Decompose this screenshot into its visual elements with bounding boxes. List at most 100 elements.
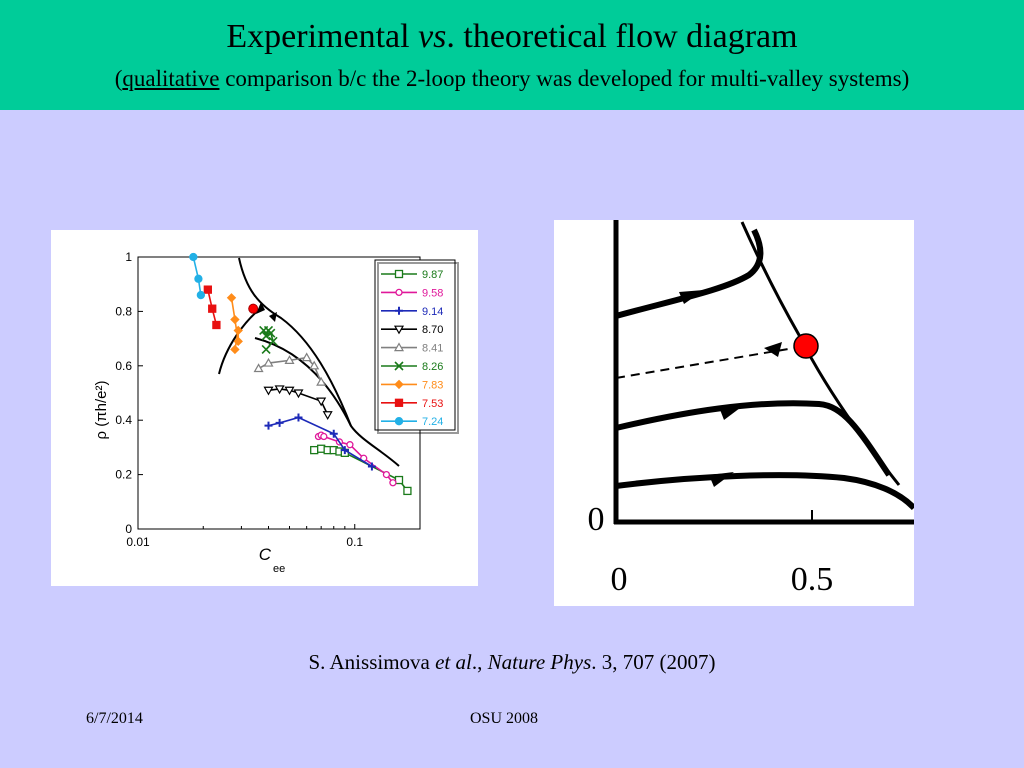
flow-arrowhead — [719, 405, 744, 420]
slide-subtitle: (qualitative comparison b/c the 2-loop t… — [0, 66, 1024, 92]
data-point — [322, 411, 333, 420]
data-point — [230, 344, 240, 355]
data-point — [268, 336, 278, 346]
theory-flow-diagram: 0 0 0.5 — [554, 220, 917, 606]
data-point — [233, 336, 243, 347]
data-point — [230, 314, 240, 325]
data-point — [266, 328, 276, 338]
y-tick-label: 1 — [125, 250, 132, 264]
citation: S. Anissimova et al., Nature Phys. 3, 70… — [0, 650, 1024, 675]
legend-label: 7.83 — [422, 379, 443, 391]
flow-curve — [238, 257, 352, 427]
legend-label: 7.53 — [422, 398, 443, 410]
citation-journal: Nature Phys — [487, 650, 592, 674]
data-point — [274, 385, 285, 395]
data-point — [346, 441, 354, 449]
title-text-end: . theoretical flow diagram — [446, 18, 798, 55]
data-point — [367, 462, 376, 471]
y-tick-label: 0 — [125, 522, 132, 536]
data-point — [389, 479, 397, 487]
subtitle-paren: ( — [114, 66, 123, 91]
x-axis-label-sub: ee — [273, 563, 285, 575]
data-point — [393, 325, 405, 335]
data-point — [320, 432, 328, 441]
data-point — [394, 269, 404, 279]
data-point — [261, 331, 271, 341]
data-point — [309, 360, 320, 370]
slide-title: Experimental vs. theoretical flow diagra… — [0, 18, 1024, 56]
data-point — [264, 421, 273, 430]
y-tick-label: 0.8 — [115, 304, 132, 318]
data-point — [284, 355, 295, 364]
citation-sep: ., — [471, 650, 488, 674]
data-point — [329, 429, 338, 438]
data-point — [226, 293, 237, 303]
flow-curve — [254, 337, 400, 467]
data-point — [393, 342, 405, 352]
legend: 9.87 9.58 9.14 8.70 8.41 8.26 7.83 7.53 7.24 — [381, 269, 443, 428]
y-tick-label: 0.4 — [115, 413, 132, 427]
data-point — [293, 389, 304, 399]
data-point — [394, 417, 404, 426]
flow-arrowhead — [679, 290, 704, 304]
data-point — [294, 413, 303, 422]
flow-arrowhead — [764, 342, 782, 357]
data-point — [394, 361, 404, 371]
data-point — [382, 470, 391, 479]
fixed-point-marker — [248, 303, 259, 314]
y-tick-label: 0 — [588, 501, 605, 538]
critical-flow-line — [615, 347, 795, 379]
data-point — [394, 475, 404, 485]
footer-date: 6/7/2014 — [86, 710, 143, 727]
legend-shadow — [377, 262, 459, 434]
subtitle-text: comparison b/c the 2-loop theory was dev… — [219, 66, 910, 91]
legend-label: 9.87 — [422, 269, 443, 281]
data-point — [208, 304, 217, 313]
subtitle-underlined: qualitative — [122, 66, 220, 91]
data-point — [301, 352, 312, 362]
flow-arrowhead — [256, 302, 265, 314]
data-point — [316, 397, 327, 407]
data-point — [403, 486, 412, 496]
experimental-chart-svg: 0 0.2 0.4 0.6 0.8 1 0.01 0.1 9.87 9.58 9.14 8.70 8.… — [93, 250, 459, 575]
data-point — [196, 290, 206, 300]
y-axis-label: ρ (πh/e²) — [93, 381, 110, 440]
footer-center: OSU 2008 — [470, 710, 539, 727]
flow-line — [615, 228, 764, 319]
legend-label: 8.70 — [422, 324, 443, 336]
data-point — [189, 252, 198, 262]
flow-line — [615, 472, 917, 511]
flow-line — [615, 400, 892, 477]
data-point — [233, 325, 243, 336]
title-italic: vs — [418, 18, 447, 55]
legend-label: 8.26 — [422, 361, 443, 373]
data-point — [275, 418, 284, 427]
flow-arrowhead — [709, 472, 734, 487]
x-tick-label: 0.01 — [126, 535, 150, 549]
legend-label: 9.14 — [422, 306, 443, 318]
flow-arrowhead — [269, 312, 277, 322]
data-point — [203, 285, 212, 294]
fixed-point-marker — [793, 333, 819, 359]
legend-label: 7.24 — [422, 416, 443, 428]
axis-ticks: 0 0.2 0.4 0.6 0.8 1 0.01 0.1 — [115, 250, 421, 549]
data-point — [340, 446, 349, 455]
data-point — [394, 398, 404, 407]
y-tick-label: 0.6 — [115, 359, 132, 373]
data-point — [284, 386, 295, 396]
data-point — [261, 344, 271, 355]
data-point — [194, 274, 203, 283]
data-point — [394, 379, 404, 390]
slide-header: Experimental vs. theoretical flow diagra… — [0, 0, 1024, 110]
citation-etal: et al — [435, 650, 472, 674]
experimental-chart: 0 0.2 0.4 0.6 0.8 1 0.01 0.1 9.87 9.58 9.14 8.70 8.… — [51, 230, 478, 586]
x-axis-label: C — [259, 545, 272, 564]
citation-rest: . 3, 707 (2007) — [591, 650, 716, 674]
data-point — [263, 357, 274, 367]
data-point — [395, 306, 403, 315]
y-tick-label: 0.2 — [115, 468, 132, 482]
x-tick-label: 0 — [611, 561, 628, 598]
legend-label: 8.41 — [422, 343, 443, 355]
data-point — [212, 320, 221, 330]
title-text: Experimental — [226, 18, 419, 55]
